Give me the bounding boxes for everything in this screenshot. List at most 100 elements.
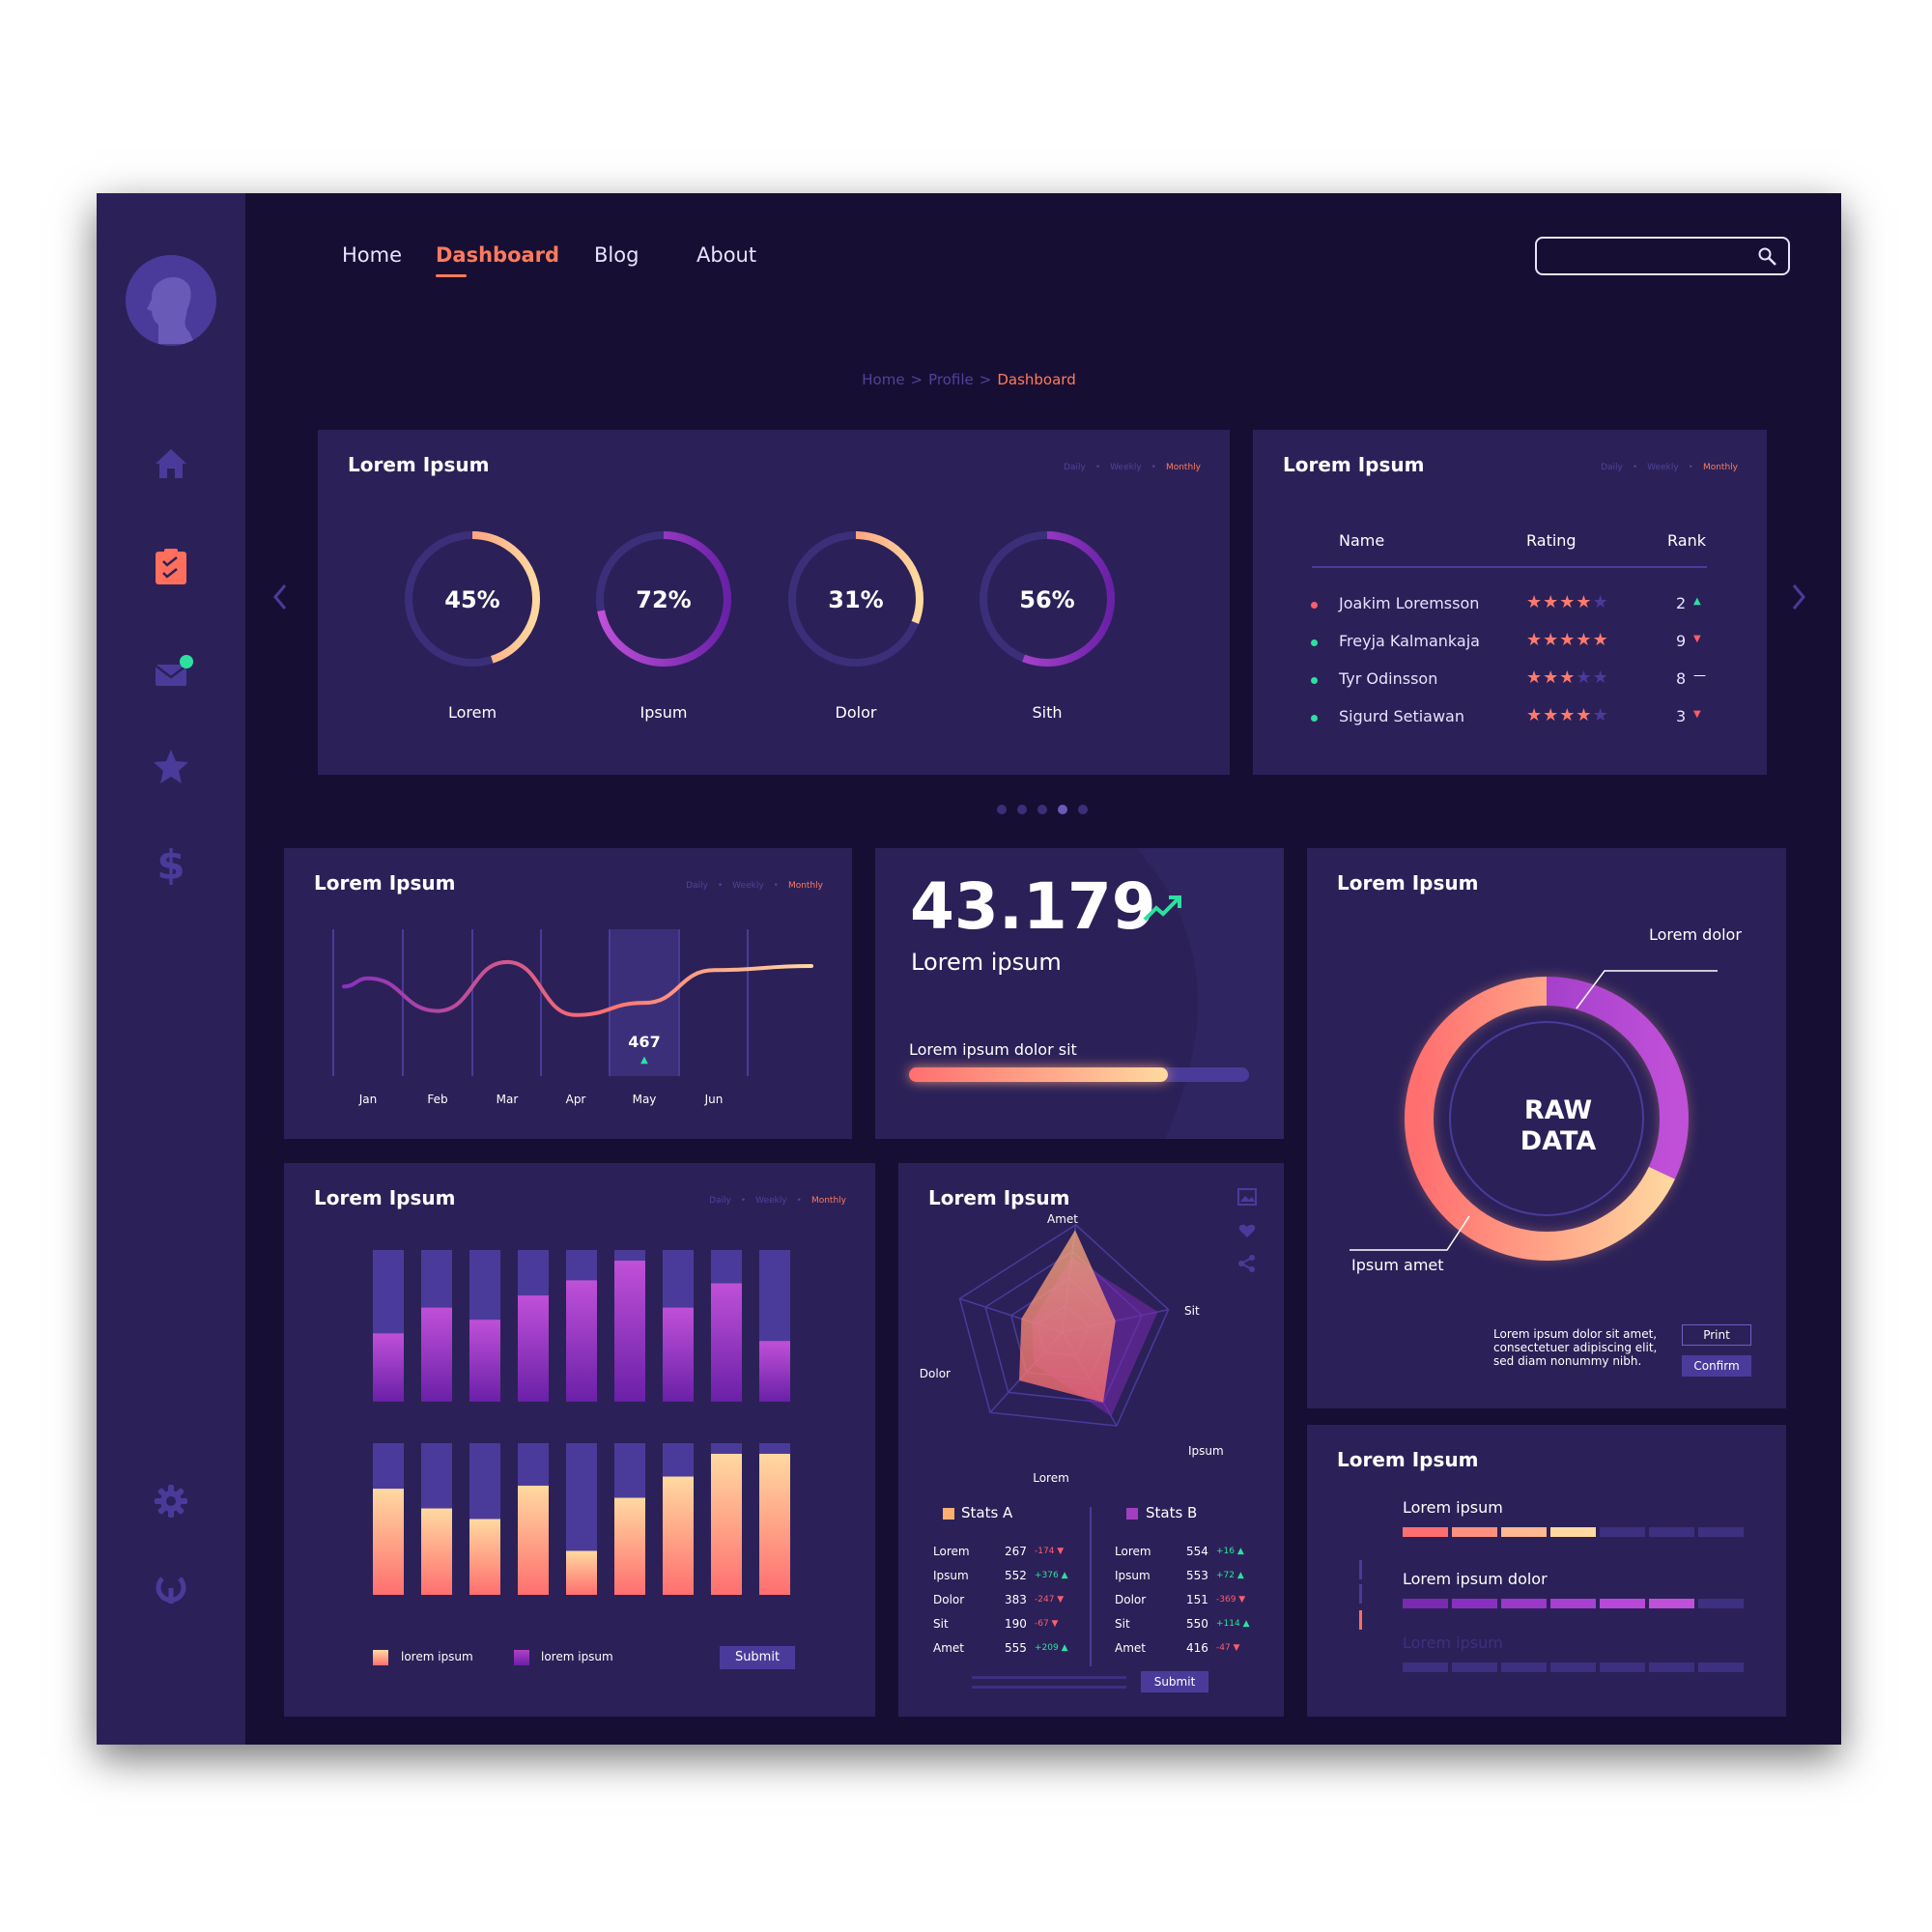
- period-monthly[interactable]: Monthly: [787, 881, 823, 891]
- status-dot: [1311, 602, 1318, 609]
- period-monthly[interactable]: Monthly: [810, 1196, 846, 1206]
- segment: [1550, 1527, 1596, 1537]
- star-icon: ★: [1543, 668, 1560, 688]
- card-title: Lorem Ipsum: [1283, 453, 1425, 476]
- stat-value: 554: [1186, 1545, 1208, 1558]
- avatar[interactable]: [126, 255, 216, 346]
- search-input[interactable]: [1547, 244, 1749, 268]
- carousel-dot[interactable]: [1017, 805, 1027, 814]
- ring-label: Lorem: [447, 703, 497, 722]
- callout-bottom-label: Ipsum amet: [1351, 1256, 1444, 1274]
- dollar-icon[interactable]: $: [152, 841, 190, 889]
- nav-home[interactable]: Home: [342, 243, 403, 267]
- stats-a-swatch: [943, 1508, 954, 1520]
- segment-label: Lorem ipsum: [1403, 1634, 1503, 1652]
- bar: [759, 1453, 790, 1595]
- nav-blog[interactable]: Blog: [594, 243, 639, 267]
- progress-rings: 45% 72% 31% 56%: [405, 531, 1115, 667]
- period-daily[interactable]: Daily: [709, 1196, 731, 1206]
- carousel-prev-arrow-icon[interactable]: [270, 582, 290, 611]
- card-title: Lorem Ipsum: [1337, 871, 1479, 895]
- period-daily[interactable]: Daily: [1601, 463, 1623, 472]
- share-icon[interactable]: [1237, 1254, 1257, 1273]
- submit-button[interactable]: Submit: [1141, 1671, 1208, 1692]
- star-icon: ★: [1576, 592, 1593, 612]
- print-button[interactable]: Print: [1682, 1324, 1751, 1346]
- trend-down-icon: ▼: [1693, 634, 1701, 644]
- radar-axis-label: Sit: [1184, 1304, 1200, 1318]
- period-monthly[interactable]: Monthly: [1702, 463, 1738, 472]
- star-icon[interactable]: [152, 747, 190, 785]
- stat-delta: -174 ▼: [1035, 1547, 1065, 1556]
- donut-center-line2: DATA: [1520, 1126, 1597, 1156]
- table-row[interactable]: Sigurd Setiawan ★★★★★ 3 ▼: [1253, 705, 1767, 734]
- mail-icon[interactable]: [152, 653, 193, 692]
- period-weekly[interactable]: Weekly: [1110, 463, 1142, 472]
- heart-icon[interactable]: [1238, 1223, 1256, 1238]
- star-icon: ★: [1592, 705, 1609, 725]
- period-weekly[interactable]: Weekly: [755, 1196, 787, 1206]
- breadcrumb-home[interactable]: Home: [862, 371, 905, 388]
- period-switch: Daily • Weekly • Monthly: [709, 1196, 846, 1206]
- segment: [1550, 1599, 1596, 1608]
- carousel-dot[interactable]: [997, 805, 1007, 814]
- highlight-value: 467: [628, 1033, 660, 1051]
- x-tick-label: May: [633, 1093, 657, 1106]
- column-header-name: Name: [1339, 531, 1385, 550]
- segment: [1698, 1662, 1744, 1672]
- x-tick-label: Apr: [566, 1093, 586, 1106]
- power-icon[interactable]: [152, 1567, 190, 1605]
- segment: [1501, 1599, 1547, 1608]
- row-name: Joakim Loremsson: [1339, 594, 1480, 612]
- star-icon: ★: [1592, 668, 1609, 688]
- period-weekly[interactable]: Weekly: [1647, 463, 1679, 472]
- stat-value: 553: [1186, 1569, 1208, 1582]
- stat-value: 151: [1186, 1593, 1208, 1606]
- nav-about[interactable]: About: [696, 243, 757, 267]
- segment: [1649, 1599, 1694, 1608]
- period-daily[interactable]: Daily: [1064, 463, 1086, 472]
- period-monthly[interactable]: Monthly: [1165, 463, 1201, 472]
- donut-slice: [1405, 977, 1689, 1261]
- stat-name: Ipsum: [1115, 1569, 1151, 1582]
- star-rating: ★★★★★: [1526, 705, 1609, 725]
- period-daily[interactable]: Daily: [686, 881, 708, 891]
- table-row[interactable]: Freyja Kalmankaja ★★★★★ 9 ▼: [1253, 630, 1767, 659]
- bar: [614, 1497, 645, 1595]
- search-icon[interactable]: [1757, 246, 1778, 268]
- submit-button[interactable]: Submit: [720, 1646, 795, 1669]
- search-box[interactable]: [1535, 237, 1790, 275]
- carousel-dot[interactable]: [1078, 805, 1088, 814]
- carousel-next-arrow-icon[interactable]: [1789, 582, 1808, 611]
- period-switch: Daily • Weekly • Monthly: [686, 881, 823, 891]
- period-weekly[interactable]: Weekly: [732, 881, 764, 891]
- image-icon[interactable]: [1237, 1188, 1257, 1206]
- stat-name: Sit: [1115, 1617, 1130, 1631]
- trend-down-icon: ▼: [1693, 709, 1701, 720]
- table-divider: [1312, 566, 1707, 568]
- star-icon: ★: [1576, 668, 1593, 688]
- nav-dashboard[interactable]: Dashboard: [436, 243, 560, 267]
- table-row[interactable]: Joakim Loremsson ★★★★★ 2 ▲: [1253, 592, 1767, 621]
- stat-name: Ipsum: [933, 1569, 969, 1582]
- task-icon[interactable]: [152, 548, 190, 586]
- confirm-button[interactable]: Confirm: [1682, 1355, 1751, 1377]
- star-icon: ★: [1559, 592, 1577, 612]
- star-icon: ★: [1543, 630, 1560, 650]
- breadcrumb-profile[interactable]: Profile: [928, 371, 974, 388]
- star-icon: ★: [1526, 592, 1544, 612]
- carousel-dot[interactable]: [1058, 805, 1067, 814]
- star-rating: ★★★★★: [1526, 668, 1609, 688]
- segment: [1550, 1662, 1596, 1672]
- home-icon[interactable]: [152, 444, 190, 483]
- table-row[interactable]: Tyr Odinsson ★★★★★ 8—: [1253, 668, 1767, 696]
- legend-swatch-purple: [514, 1650, 529, 1665]
- trend-up-icon: ▲: [640, 1055, 648, 1065]
- carousel-dot[interactable]: [1037, 805, 1047, 814]
- nav-active-indicator: [436, 274, 467, 277]
- settings-gear-icon[interactable]: [152, 1482, 190, 1520]
- radar-chart: Amet Sit Ipsum Lorem Dolor: [920, 1212, 1224, 1485]
- stat-name: Lorem: [1115, 1545, 1151, 1558]
- radar-axis-label: Ipsum: [1188, 1444, 1224, 1458]
- legend-swatch-peach: [373, 1650, 388, 1665]
